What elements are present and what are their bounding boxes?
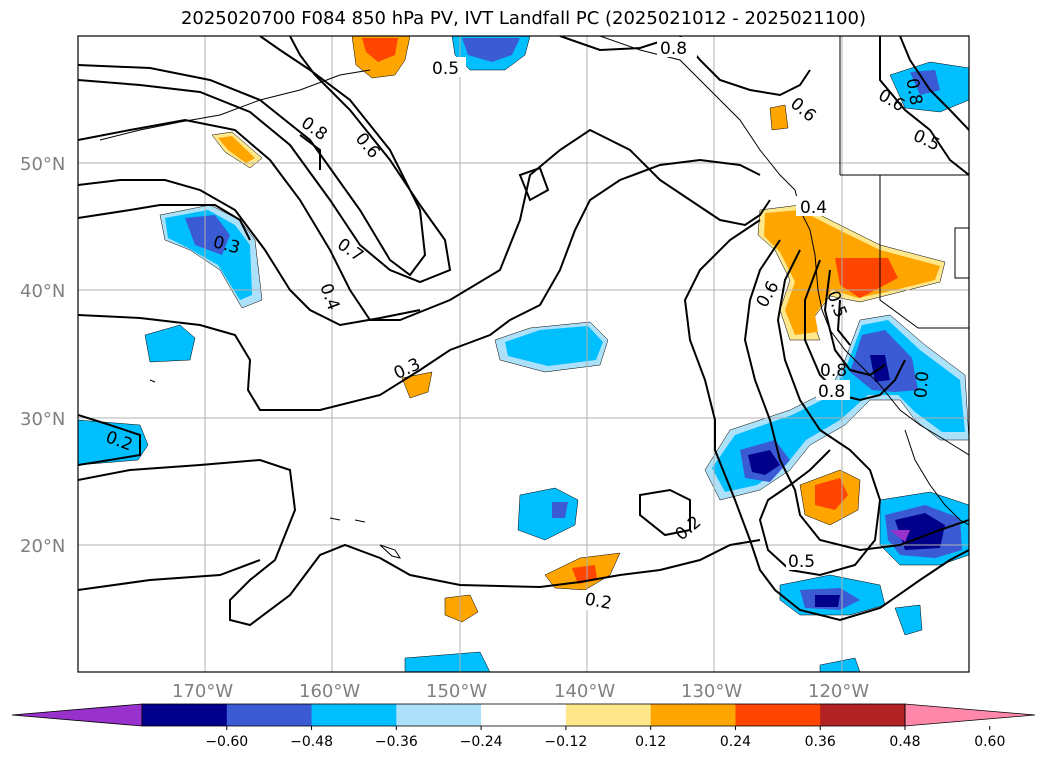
colorbar-segment <box>396 704 482 726</box>
colorbar-segment <box>142 704 228 726</box>
colorbar-tick-label: −0.12 <box>544 734 587 750</box>
contour-label-20: 0.2 <box>583 590 613 614</box>
gridlines <box>78 36 969 672</box>
colorbar: −0.60 −0.48 −0.36 −0.24 −0.12 0.12 0.24 0.36 0.4… <box>11 703 1036 750</box>
colorbar-tick-label: 0.24 <box>720 734 751 750</box>
contour-label-8: 0.8 <box>820 361 847 381</box>
map-title: 2025020700 F084 850 hPa PV, IVT Landfall… <box>180 8 867 29</box>
lon-label-140w: 140°W <box>554 681 615 702</box>
colorbar-tick-label: −0.60 <box>205 734 248 750</box>
colorbar-extend-low <box>11 703 143 727</box>
colorbar-segment <box>735 704 821 726</box>
contour-label-1: 0.5 <box>432 59 459 79</box>
lon-label-170w: 170°W <box>172 681 233 702</box>
colorbar-segment <box>565 704 652 726</box>
colorbar-tick-label: 0.48 <box>889 734 920 750</box>
pv-contours <box>78 36 969 627</box>
colorbar-tick-label: −0.24 <box>460 734 503 750</box>
colorbar-tick-label: 0.12 <box>635 734 666 750</box>
lon-labels: 170°W 160°W 150°W 140°W 130°W 120°W <box>172 681 869 702</box>
colorbar-segment <box>650 704 736 726</box>
colorbar-tick-label: 0.60 <box>974 734 1005 750</box>
contour-label-13: 0.4 <box>800 198 827 218</box>
contour-label-3: 0.8 <box>901 77 925 107</box>
coastlines <box>99 36 969 559</box>
lat-labels: 50°N 40°N 30°N 20°N <box>20 154 65 557</box>
contour-label-19: 0.5 <box>788 552 815 572</box>
colorbar-segment <box>820 704 906 726</box>
contour-label-21: 0.0 <box>911 370 933 399</box>
colorbar-segment <box>481 704 567 726</box>
colorbar-tick-label: −0.36 <box>375 734 418 750</box>
colorbar-extend-high <box>904 703 1036 727</box>
contour-label-0: 0.8 <box>660 39 687 59</box>
lat-label-40n: 40°N <box>20 281 65 302</box>
colorbar-segment <box>311 704 397 726</box>
lat-label-20n: 20°N <box>20 536 65 557</box>
lat-label-50n: 50°N <box>20 154 65 175</box>
map-layers <box>78 36 969 672</box>
map-frame <box>77 35 970 673</box>
colorbar-tick-label: −0.48 <box>290 734 333 750</box>
contour-label-16: 0.8 <box>818 382 845 402</box>
colorbar-tick-label: 0.36 <box>805 734 836 750</box>
colorbar-segment <box>226 704 313 726</box>
lon-label-120w: 120°W <box>808 681 869 702</box>
lon-label-130w: 130°W <box>681 681 742 702</box>
lon-label-160w: 160°W <box>299 681 360 702</box>
lat-label-30n: 30°N <box>20 409 65 430</box>
lon-label-150w: 150°W <box>426 681 487 702</box>
colorbar-frame <box>141 703 906 727</box>
